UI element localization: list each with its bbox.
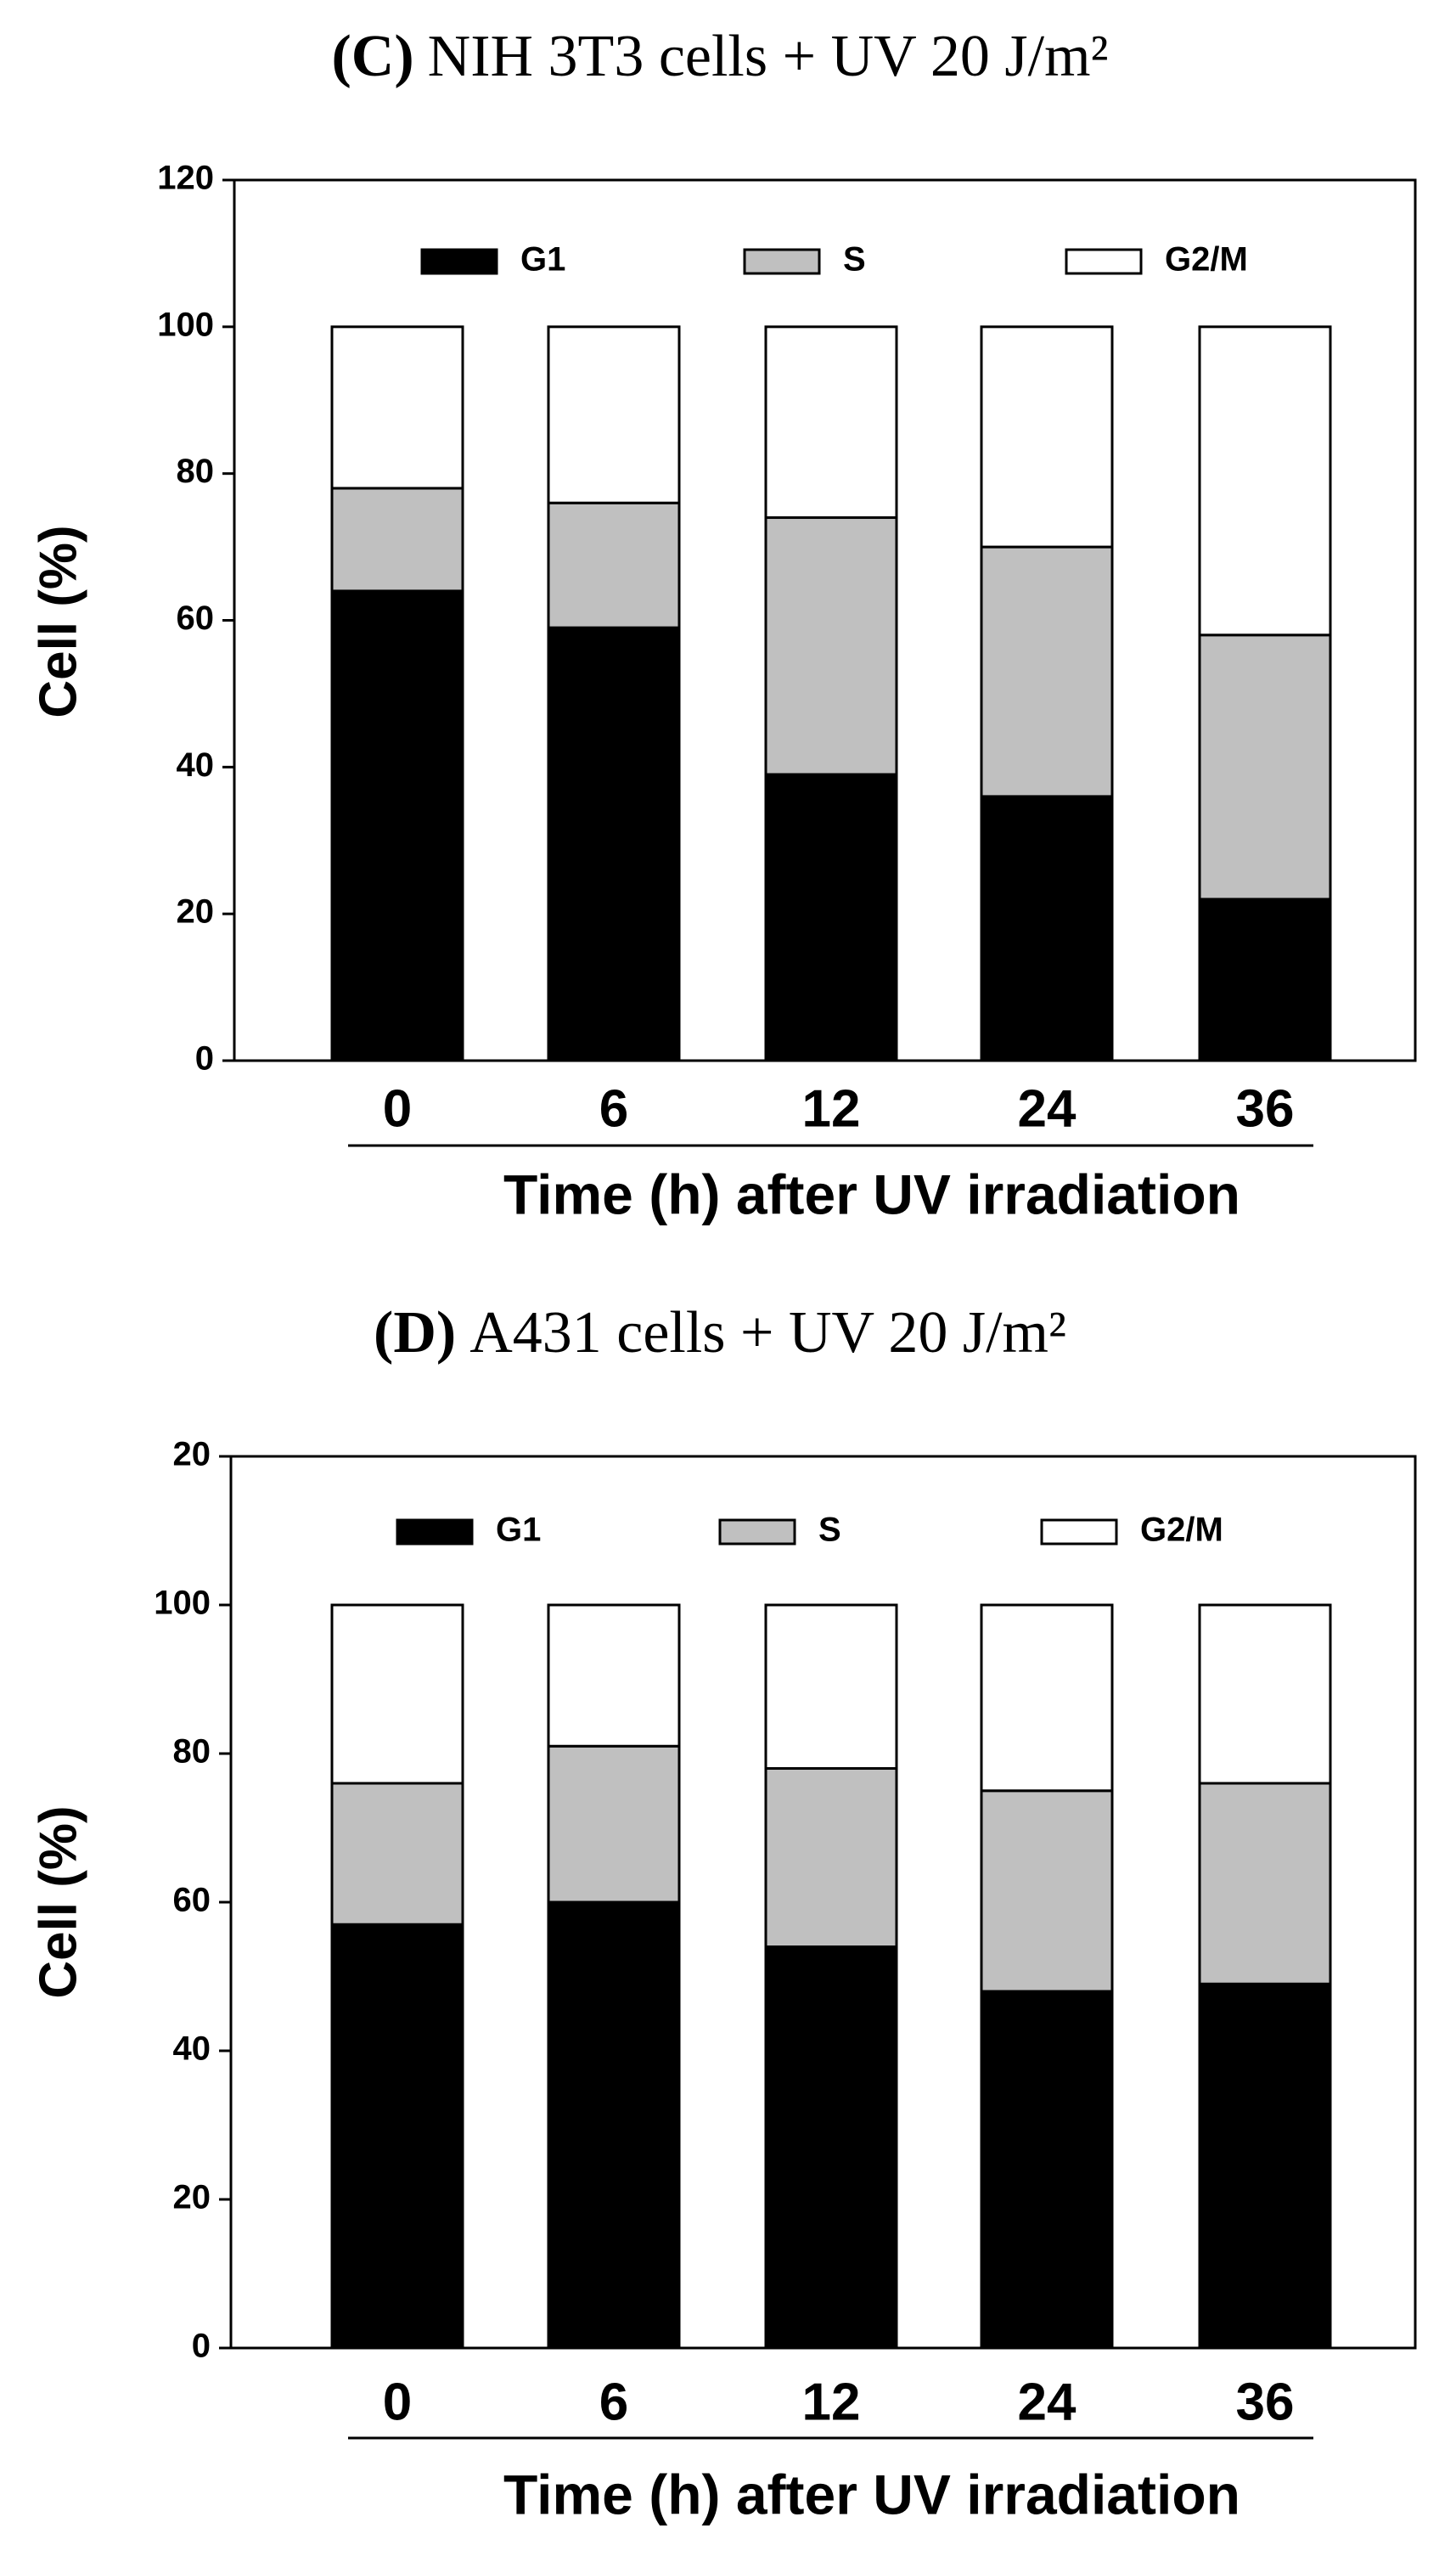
y-tick-label: 120 <box>157 160 214 197</box>
bar-segment <box>1198 898 1332 1062</box>
bar-segment <box>764 1603 898 1770</box>
y-tick-label: 80 <box>177 453 215 490</box>
legend-label: G1 <box>520 241 565 279</box>
bar-segment <box>1198 1603 1332 1785</box>
title-text: A431 cells + UV 20 J/m² <box>469 1300 1066 1365</box>
y-tick-label: 0 <box>195 1040 214 1078</box>
y-tick-label: 80 <box>173 1733 211 1771</box>
bar-segment <box>330 589 464 1062</box>
y-tick-label: 20 <box>173 2179 211 2216</box>
bar-segment <box>330 487 464 593</box>
bar-segment <box>980 1603 1114 1793</box>
bar-segment <box>547 1744 681 1904</box>
bar-segment <box>980 1789 1114 1993</box>
x-tick-label: 6 <box>599 1079 628 1138</box>
bar-segment <box>1198 1782 1332 1985</box>
x-tick-label: 0 <box>383 2373 412 2431</box>
legend-swatch <box>743 248 821 275</box>
panel-label: (D) <box>374 1300 456 1365</box>
bar-segment <box>1198 325 1332 637</box>
bar-segment <box>764 516 898 776</box>
y-tick-label: 20 <box>177 893 215 931</box>
chart-title: (C) NIH 3T3 cells + UV 20 J/m² <box>331 24 1108 89</box>
legend-swatch <box>718 1518 796 1546</box>
bar-segment <box>330 325 464 490</box>
x-tick-label: 0 <box>383 1079 412 1138</box>
bar-segment <box>547 325 681 504</box>
bar-segment <box>547 501 681 629</box>
y-axis-label: Cell (%) <box>29 525 87 718</box>
x-tick-label: 36 <box>1236 2373 1295 2431</box>
bar-segment <box>330 1923 464 2350</box>
y-tick-label: 40 <box>177 746 215 784</box>
legend-label: G2/M <box>1140 1512 1223 1549</box>
y-tick-label: 0 <box>192 2328 211 2365</box>
legend-label: G2/M <box>1165 241 1248 279</box>
chart-title: (D) A431 cells + UV 20 J/m² <box>374 1300 1066 1365</box>
bar-segment <box>330 1603 464 1785</box>
panel-label: (C) <box>331 24 413 89</box>
bar-segment <box>547 626 681 1062</box>
y-tick-label: 100 <box>154 1585 211 1622</box>
legend-label: S <box>843 241 866 279</box>
y-tick-label: 60 <box>173 1882 211 1919</box>
bar-segment <box>764 1945 898 2350</box>
bar-segment <box>980 1990 1114 2350</box>
x-tick-label: 24 <box>1018 1079 1077 1138</box>
bar-segment <box>764 325 898 520</box>
x-axis-label: Time (h) after UV irradiation <box>503 2463 1240 2525</box>
bar-segment <box>330 1782 464 1926</box>
x-tick-label: 24 <box>1018 2373 1077 2431</box>
y-tick-label: 40 <box>173 2030 211 2068</box>
legend-swatch <box>396 1518 474 1546</box>
y-tick-label: 100 <box>157 306 214 343</box>
bar-segment <box>764 1767 898 1948</box>
y-axis-label: Cell (%) <box>29 1805 87 1998</box>
legend-label: S <box>818 1512 841 1549</box>
bar-segment <box>980 795 1114 1062</box>
x-tick-label: 12 <box>802 1079 861 1138</box>
y-tick-label: 60 <box>177 600 215 637</box>
bar-segment <box>980 545 1114 798</box>
y-tick-label: 20 <box>173 1436 211 1473</box>
bar-segment <box>547 1603 681 1748</box>
bar-segment <box>1198 1982 1332 2350</box>
bar-segment <box>764 773 898 1062</box>
x-tick-label: 6 <box>599 2373 628 2431</box>
legend-swatch <box>1065 248 1143 275</box>
title-text: NIH 3T3 cells + UV 20 J/m² <box>428 24 1109 89</box>
x-axis-label: Time (h) after UV irradiation <box>503 1163 1240 1225</box>
x-tick-label: 36 <box>1236 1079 1295 1138</box>
legend-swatch <box>420 248 498 275</box>
bar-segment <box>1198 633 1332 901</box>
legend-swatch <box>1040 1518 1118 1546</box>
legend-label: G1 <box>496 1512 541 1549</box>
x-tick-label: 12 <box>802 2373 861 2431</box>
bar-segment <box>547 1900 681 2350</box>
bar-segment <box>980 325 1114 549</box>
